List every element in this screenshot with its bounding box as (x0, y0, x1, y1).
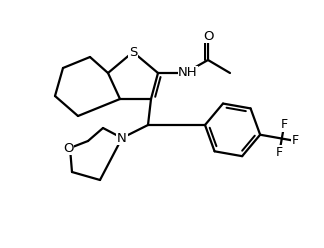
Text: S: S (129, 45, 137, 59)
Text: F: F (281, 118, 288, 131)
Text: N: N (117, 131, 127, 145)
Text: F: F (276, 146, 283, 159)
Text: F: F (292, 134, 299, 148)
Text: O: O (203, 30, 213, 42)
Text: O: O (63, 142, 73, 155)
Text: NH: NH (178, 66, 198, 80)
